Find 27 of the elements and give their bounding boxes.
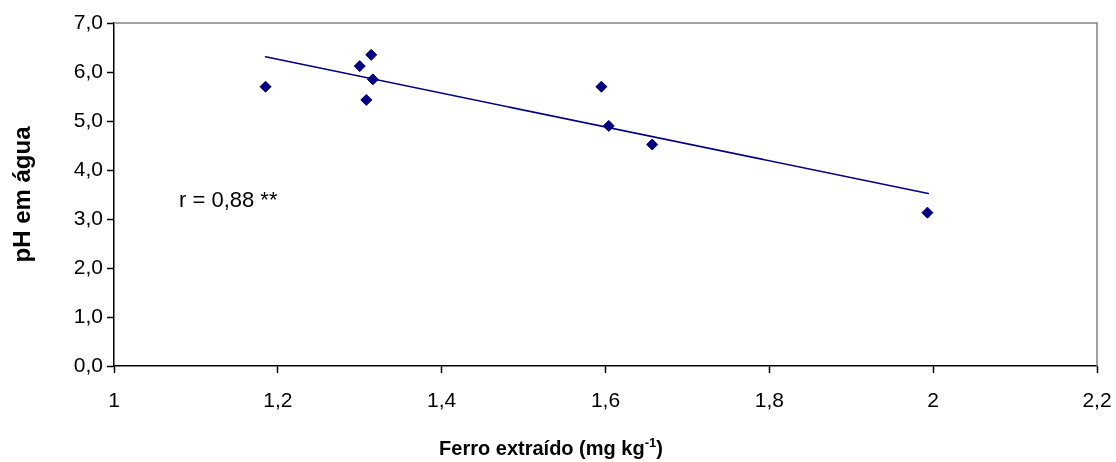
point	[595, 80, 608, 93]
point	[353, 60, 366, 73]
y-tick-label: 2,0	[73, 254, 103, 278]
y-tick-label: 4,0	[73, 156, 103, 180]
point	[921, 206, 934, 219]
y-tick-label: 5,0	[73, 107, 103, 131]
point	[365, 48, 378, 61]
point	[259, 80, 272, 93]
y-tick-label: 7,0	[73, 9, 103, 33]
point	[646, 138, 659, 151]
x-tick-label: 1,2	[263, 388, 293, 412]
y-tick-label: 3,0	[73, 205, 103, 229]
y-tick-label: 0,0	[73, 352, 103, 376]
y-axis-title: pH em água	[8, 125, 36, 263]
x-tick-label: 1	[108, 388, 120, 412]
y-tick-label: 1,0	[73, 303, 103, 327]
point	[602, 119, 615, 132]
point	[360, 93, 373, 106]
x-tick-label: 1,4	[427, 388, 457, 412]
point	[366, 73, 379, 86]
y-tick-label: 6,0	[73, 58, 103, 82]
x-tick-label: 2	[927, 388, 940, 412]
x-axis-title: Ferro extraído (mg kg$^{-1}$)	[439, 435, 663, 459]
x-tick-label: 1,6	[590, 388, 621, 412]
annotation: r = 0,88 **	[179, 186, 278, 212]
x-tick-label: 2,2	[1082, 388, 1112, 412]
x-tick-label: 1,8	[754, 388, 784, 412]
